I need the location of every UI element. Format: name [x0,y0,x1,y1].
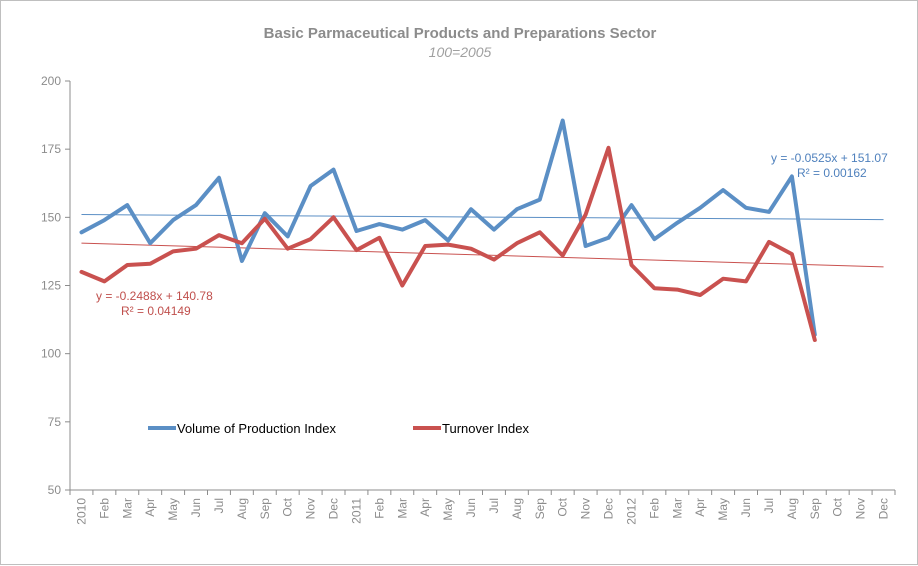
x-tick-label: Nov [579,498,593,519]
x-tick-label: Dec [877,498,891,519]
x-tick-label: Aug [235,498,249,519]
x-axis: 2010 Feb Mar Apr May Jun Jul Aug Sep Oct Nov Dec 201… [69,489,896,525]
x-tick-label: Apr [693,498,707,517]
x-tick-label: Dec [602,498,616,519]
x-tick-label: Apr [418,498,432,517]
trendlines [81,214,884,268]
x-tick-label: Jun [739,498,753,517]
x-tick-label: Sep [808,498,822,520]
x-tick-label: Feb [97,498,111,519]
y-tick-label: 200 [41,74,61,88]
x-tick-label: Oct [556,497,570,516]
chart-subtitle: 100=2005 [429,44,492,60]
y-tick-label: 100 [41,347,61,361]
y-tick-label: 175 [41,142,61,156]
trend-r2-volume: R² = 0.00162 [797,166,867,180]
x-tick-label: Jul [212,498,226,513]
x-tick-label: Mar [120,498,134,519]
x-tick-label: Jul [487,498,501,513]
x-tick-label: Apr [143,498,157,517]
x-tick-label: Aug [510,498,524,519]
x-tick-label: 2012 [624,498,638,525]
x-tick-label: Oct [281,497,295,516]
series-line-1 [79,145,817,342]
x-tick-label: 2010 [74,498,88,525]
trend-equation-volume: y = -0.0525x + 151.07 [771,151,888,165]
x-tick-label: 2011 [349,498,363,524]
x-tick-label: Nov [854,498,868,519]
series-line-0 [79,118,817,337]
x-tick-label: Jun [189,498,203,517]
trend-label-volume: y = -0.0525x + 151.07 R² = 0.00162 [771,151,888,180]
x-tick-label: Oct [831,497,845,516]
trend-r2-turnover: R² = 0.04149 [121,304,191,318]
x-tick-label: Nov [304,498,318,519]
trend-label-turnover: y = -0.2488x + 140.78 R² = 0.04149 [96,289,213,318]
x-tick-label: Mar [670,498,684,519]
y-axis: 50 75 100 125 150 175 200 [41,74,71,497]
legend: Volume of Production Index Turnover Inde… [148,421,529,436]
x-tick-label: Sep [533,498,547,520]
x-tick-label: Sep [258,498,272,520]
x-tick-label: May [441,498,455,521]
legend-label-turnover: Turnover Index [442,421,529,436]
x-tick-label: Feb [647,498,661,519]
x-tick-label: May [166,498,180,521]
x-tick-label: Feb [372,498,386,519]
x-tick-label: May [716,498,730,521]
trend-equation-turnover: y = -0.2488x + 140.78 [96,289,213,303]
x-tick-label: Dec [327,498,341,519]
x-tick-label: Jul [762,498,776,513]
x-tick-label: Aug [785,498,799,519]
y-tick-label: 75 [48,415,62,429]
series-lines [79,118,817,342]
y-tick-label: 125 [41,279,61,293]
legend-label-volume: Volume of Production Index [177,421,336,436]
chart-title: Basic Parmaceutical Products and Prepara… [264,25,657,42]
x-tick-label: Jun [464,498,478,517]
x-tick-label: Mar [395,498,409,519]
y-tick-label: 50 [48,483,62,497]
y-tick-label: 150 [41,210,61,224]
